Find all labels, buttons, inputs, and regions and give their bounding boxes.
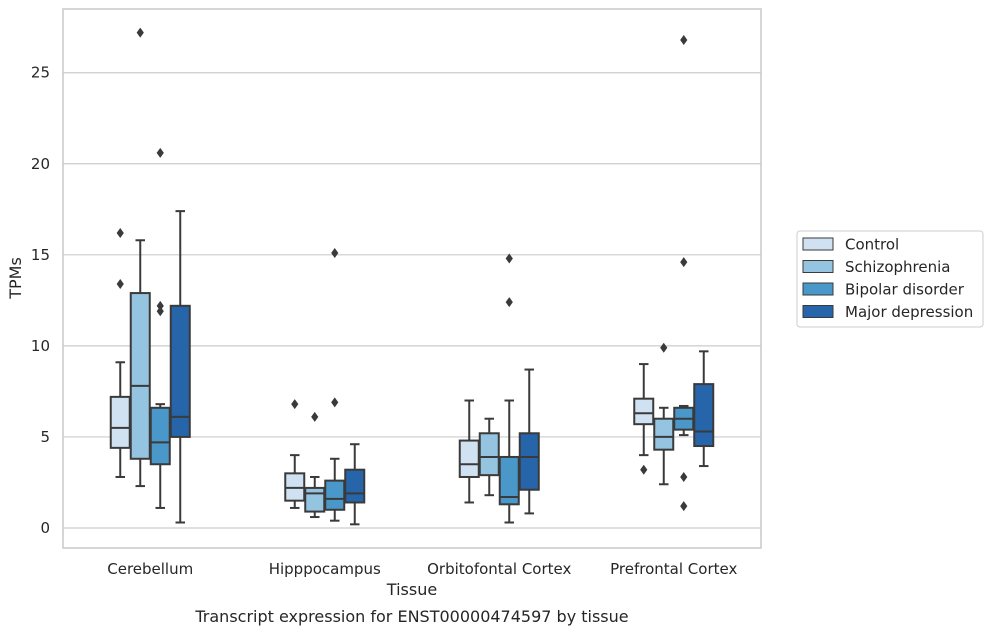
x-tick-label: Cerebellum: [107, 560, 193, 578]
outlier-point: [680, 34, 688, 45]
box-plot: [693, 350, 715, 468]
box: [653, 417, 675, 451]
box-plot: [498, 253, 520, 524]
outlier-point: [660, 342, 668, 353]
x-tick-label: Prefrontal Cortex: [610, 560, 737, 578]
plot-area-frame: [62, 8, 762, 549]
outlier-point: [680, 257, 688, 268]
box: [518, 432, 540, 491]
outlier-point: [116, 227, 124, 238]
box: [129, 292, 151, 460]
outlier-point: [156, 147, 164, 158]
outlier-point: [505, 297, 513, 308]
box-plot: [518, 368, 540, 515]
box-plot: [169, 210, 191, 524]
box-plot: [478, 417, 500, 497]
box-plot: [653, 342, 675, 486]
box: [458, 439, 480, 478]
outlier-point: [331, 248, 339, 259]
y-axis-ticks: 0 5 10 15 20 25: [31, 64, 50, 537]
outlier-point: [156, 300, 164, 311]
box-plot: [129, 27, 151, 488]
box-plot: [304, 411, 326, 519]
box: [344, 468, 366, 504]
box: [109, 395, 131, 449]
y-tick-label: 5: [40, 428, 50, 446]
y-tick-label: 10: [31, 337, 50, 355]
legend-label: Control: [845, 236, 899, 254]
y-axis-label: TPMs: [6, 257, 25, 300]
legend-swatch: [802, 260, 834, 273]
y-tick-label: 20: [31, 155, 50, 173]
box-plot: [149, 147, 171, 509]
legend-label: Schizophrenia: [845, 258, 950, 276]
box-plot: [673, 34, 695, 512]
outlier-point: [680, 471, 688, 482]
box: [169, 304, 191, 438]
box: [633, 397, 655, 426]
chart-title: Transcript expression for ENST0000047459…: [194, 607, 628, 626]
y-tick-label: 25: [31, 64, 50, 82]
legend-label: Major depression: [845, 303, 973, 321]
outlier-point: [640, 464, 648, 475]
box-plot: [344, 443, 366, 526]
box-plot: [284, 399, 306, 509]
x-axis-label: Tissue: [386, 580, 437, 599]
y-tick-label: 15: [31, 246, 50, 264]
box-plot: [458, 399, 480, 504]
box: [304, 486, 326, 513]
outlier-point: [156, 306, 164, 317]
box-plot: [324, 248, 346, 522]
x-axis-ticks: Cerebellum Hipppocampus Orbitofontal Corte…: [107, 560, 737, 578]
boxes: [109, 27, 715, 526]
box-plot: [109, 227, 131, 478]
legend-swatch: [802, 282, 834, 296]
x-tick-label: Hipppocampus: [269, 560, 381, 578]
y-tick-label: 0: [40, 519, 50, 537]
legend-swatch: [802, 237, 834, 251]
outlier-point: [331, 397, 339, 408]
box: [324, 479, 346, 511]
x-tick-label: Orbitofontal Cortex: [427, 560, 571, 578]
outlier-point: [680, 501, 688, 512]
legend-frame: [796, 230, 984, 328]
box: [149, 406, 171, 466]
outlier-point: [116, 278, 124, 289]
box: [478, 432, 500, 477]
box-plot: [633, 363, 655, 475]
legend-label: Bipolar disorder: [845, 281, 965, 299]
outlier-point: [136, 27, 144, 38]
legend-swatch: [802, 305, 834, 318]
outlier-point: [311, 411, 319, 422]
box: [693, 383, 715, 448]
legend: Control Schizophrenia Bipolar disorder Majo…: [796, 230, 984, 328]
outlier-point: [505, 253, 513, 264]
outlier-point: [291, 399, 299, 410]
